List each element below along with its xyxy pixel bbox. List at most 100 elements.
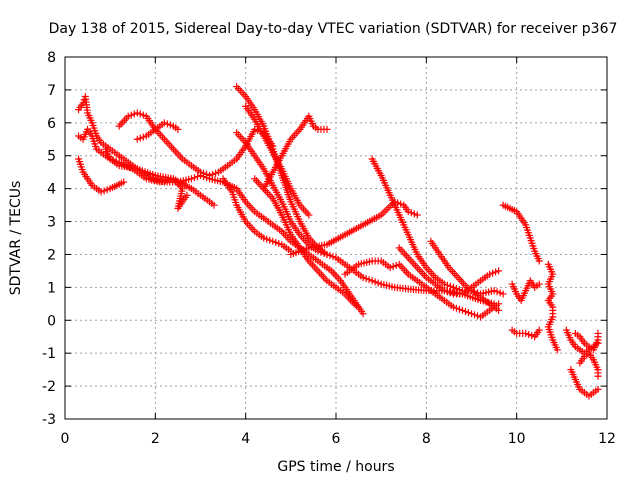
data-point	[495, 306, 503, 314]
data-point	[397, 200, 405, 208]
data-point	[386, 264, 394, 272]
data-point	[203, 170, 211, 178]
data-point	[320, 249, 328, 257]
grid-layer	[65, 57, 607, 419]
data-point	[133, 109, 141, 117]
data-point	[206, 171, 214, 179]
data-point	[323, 125, 331, 133]
data-point	[120, 178, 128, 186]
data-point	[106, 155, 114, 163]
data-point	[266, 236, 274, 244]
x-tick-label: 4	[241, 431, 250, 447]
series-arc-l	[260, 112, 331, 193]
data-point	[275, 239, 283, 247]
data-point	[449, 283, 457, 291]
series-arc-r	[499, 201, 543, 265]
data-point	[326, 252, 334, 260]
y-tick-label: 5	[47, 149, 56, 165]
data-point	[492, 268, 500, 276]
data-point	[535, 280, 543, 288]
data-point	[260, 234, 268, 242]
data-point	[449, 303, 457, 311]
series-arc-c	[75, 155, 128, 196]
y-tick-label: 2	[47, 247, 56, 263]
data-point	[355, 303, 363, 311]
x-tick-label: 8	[422, 431, 431, 447]
data-point	[374, 279, 382, 287]
data-point	[458, 306, 466, 314]
data-point	[535, 257, 543, 265]
data-point	[440, 287, 448, 295]
data-point	[130, 110, 138, 118]
data-point	[535, 326, 543, 334]
data-point	[190, 174, 198, 182]
y-tick-label: 6	[47, 116, 56, 132]
data-point	[594, 372, 602, 380]
data-point	[359, 273, 367, 281]
data-point	[209, 170, 217, 178]
y-tick-label: 7	[47, 83, 56, 99]
data-point	[413, 211, 421, 219]
data-point	[446, 289, 454, 297]
data-point	[446, 282, 454, 290]
y-tick-label: 0	[47, 313, 56, 329]
series-arc-d	[115, 109, 277, 179]
data-point	[493, 288, 501, 296]
data-point	[133, 135, 141, 143]
data-point	[455, 305, 463, 313]
data-point	[486, 270, 494, 278]
series-layer	[75, 83, 602, 400]
data-point	[368, 277, 376, 285]
data-point	[468, 310, 475, 318]
data-point	[496, 289, 504, 297]
data-point	[410, 210, 418, 218]
data-point	[443, 281, 451, 289]
data-point	[594, 385, 602, 393]
data-point	[495, 300, 503, 308]
data-point	[392, 261, 400, 269]
data-point	[490, 287, 498, 295]
data-point	[528, 332, 536, 340]
data-point	[499, 290, 507, 298]
series-arc-t	[508, 326, 543, 341]
series-arc-s	[508, 277, 543, 305]
series-arc-j	[219, 175, 295, 255]
y-tick-label: -3	[42, 412, 56, 428]
y-tick-label: -1	[42, 346, 56, 362]
data-point	[471, 311, 479, 319]
data-point	[272, 238, 280, 246]
y-axis-label: SDTVAR / TECUs	[8, 181, 24, 296]
y-tick-label: -2	[42, 379, 56, 395]
series-arc-y	[576, 349, 602, 380]
data-point	[136, 110, 144, 118]
y-tick-label: 8	[47, 50, 56, 66]
data-point	[404, 208, 412, 216]
data-point	[594, 329, 602, 337]
y-tick-label: 4	[47, 182, 56, 198]
data-point	[163, 120, 171, 128]
y-tick-label: 3	[47, 215, 56, 231]
data-point	[124, 112, 132, 120]
x-tick-label: 2	[151, 431, 160, 447]
data-point	[464, 309, 472, 317]
data-point	[525, 331, 533, 339]
data-point	[193, 173, 201, 181]
series-arc-x	[571, 329, 602, 354]
data-point	[362, 275, 370, 283]
x-tick-label: 12	[598, 431, 616, 447]
series-arc-i	[242, 102, 313, 219]
data-point	[183, 191, 191, 199]
data-point	[443, 288, 451, 296]
data-point	[329, 253, 337, 261]
series-arc-u	[544, 260, 561, 354]
data-point	[97, 188, 105, 196]
data-point	[139, 111, 147, 119]
data-point	[371, 278, 379, 286]
data-point	[317, 248, 325, 256]
series-arc-o	[341, 257, 503, 321]
data-point	[166, 121, 174, 129]
data-point	[200, 169, 208, 177]
series-arc-f	[133, 119, 182, 143]
data-point	[112, 157, 120, 165]
